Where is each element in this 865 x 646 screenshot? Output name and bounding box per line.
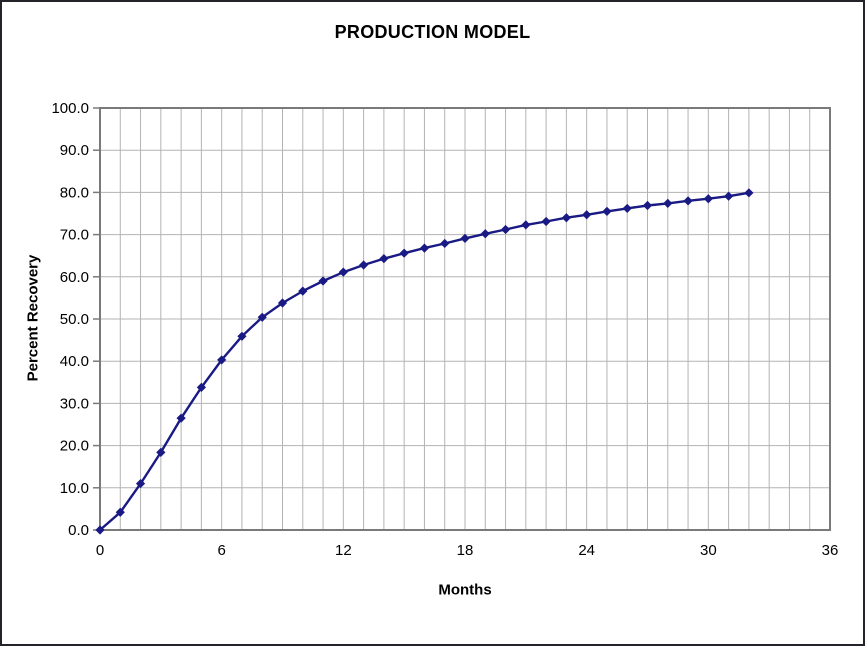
x-tick-label: 0 — [96, 542, 104, 559]
data-point-marker — [379, 254, 389, 264]
data-point-marker — [359, 260, 369, 270]
data-point-marker — [500, 224, 511, 235]
y-tick-label: 90.0 — [60, 142, 89, 159]
data-point-marker — [156, 447, 166, 457]
y-tick-label: 0.0 — [68, 522, 89, 539]
data-point-marker — [480, 229, 490, 239]
data-point-marker — [460, 233, 470, 243]
data-point-marker — [338, 267, 348, 277]
y-axis-title: Percent Recovery — [24, 254, 42, 382]
data-point-marker — [622, 203, 632, 214]
data-point-marker — [642, 200, 653, 211]
data-point-marker — [703, 194, 713, 204]
data-point-marker — [196, 382, 206, 392]
data-point-marker — [582, 210, 592, 220]
y-tick-label: 40.0 — [60, 353, 89, 370]
x-tick-label: 36 — [822, 542, 839, 559]
y-tick-label: 80.0 — [60, 184, 89, 201]
y-tick-label: 70.0 — [60, 227, 89, 244]
data-point-marker — [95, 525, 105, 535]
data-point-marker — [724, 191, 734, 201]
y-tick-label: 20.0 — [60, 438, 89, 455]
x-tick-label: 18 — [457, 542, 474, 559]
data-point-marker — [440, 238, 450, 249]
data-point-marker — [521, 220, 531, 230]
data-point-marker — [115, 507, 125, 517]
y-tick-label: 100.0 — [51, 100, 89, 117]
y-tick-label: 30.0 — [60, 395, 89, 412]
data-point-marker — [744, 188, 754, 198]
data-point-marker — [298, 286, 308, 296]
data-point-marker — [318, 276, 328, 286]
data-point-marker — [277, 298, 288, 308]
data-point-marker — [602, 206, 612, 216]
y-tick-label: 50.0 — [60, 311, 89, 328]
data-point-marker — [663, 198, 673, 208]
data-point-marker — [541, 216, 551, 227]
data-point-marker — [399, 248, 409, 258]
data-point-marker — [135, 478, 146, 489]
y-tick-label: 60.0 — [60, 269, 89, 286]
x-tick-label: 24 — [578, 542, 595, 559]
data-point-marker — [237, 331, 247, 341]
data-point-marker — [257, 312, 267, 322]
data-point-marker — [683, 196, 693, 206]
x-tick-label: 12 — [335, 542, 352, 559]
data-point-marker — [176, 413, 186, 423]
data-point-marker — [419, 243, 430, 253]
data-point-marker — [217, 355, 227, 365]
y-tick-label: 10.0 — [60, 480, 89, 497]
data-point-marker — [561, 213, 571, 223]
x-tick-label: 30 — [700, 542, 717, 559]
x-tick-label: 6 — [217, 542, 225, 559]
chart-title: PRODUCTION MODEL — [334, 22, 531, 42]
x-axis-title: Months — [438, 581, 492, 599]
